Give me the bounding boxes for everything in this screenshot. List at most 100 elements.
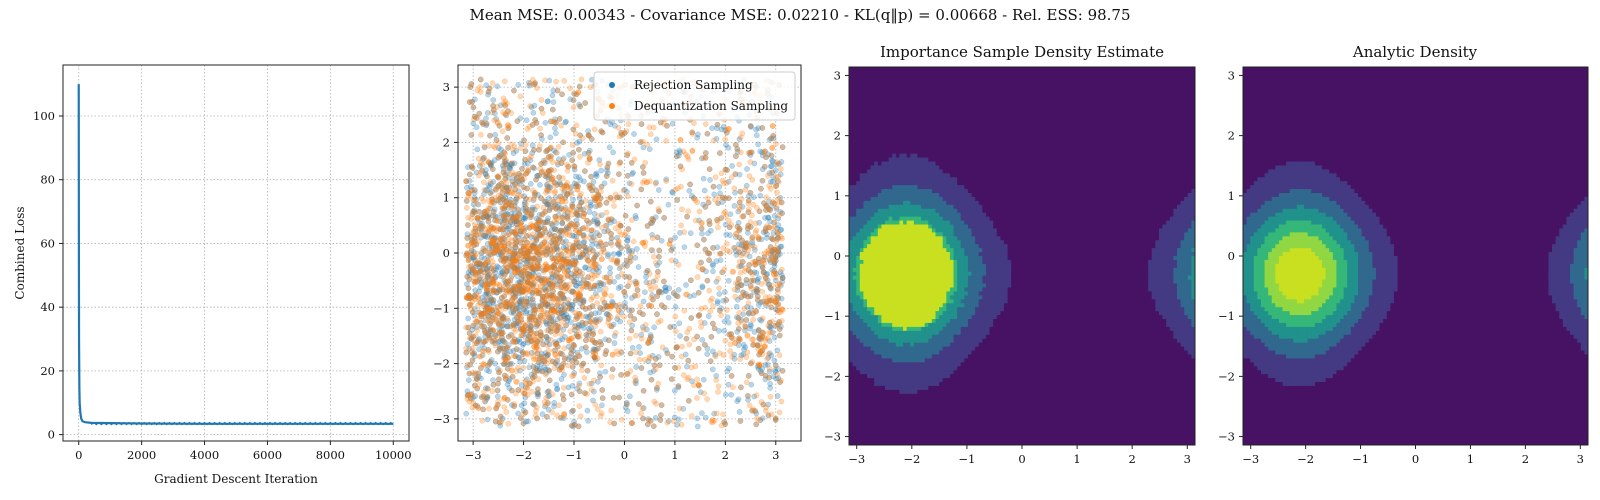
scatter-point <box>772 362 779 369</box>
scatter-point <box>624 172 631 179</box>
scatter-point <box>505 323 512 330</box>
scatter-point <box>737 281 744 288</box>
scatter-point <box>488 181 494 187</box>
scatter-point <box>550 264 557 270</box>
scatter-point <box>476 163 483 169</box>
scatter-point <box>520 184 527 191</box>
scatter-point <box>768 163 775 169</box>
scatter-point <box>513 320 520 327</box>
scatter-point <box>554 302 561 309</box>
scatter-point <box>540 267 546 274</box>
scatter-point <box>640 311 646 318</box>
scatter-point <box>558 277 564 284</box>
scatter-point <box>554 246 561 253</box>
scatter-point <box>743 317 750 323</box>
scatter-point <box>546 341 553 348</box>
scatter-point <box>481 345 488 352</box>
scatter-point <box>582 198 589 204</box>
scatter-point <box>544 413 550 420</box>
scatter-point <box>535 320 542 327</box>
scatter-point <box>487 326 494 333</box>
scatter-point <box>574 333 581 340</box>
scatter-point <box>755 275 762 282</box>
scatter-point <box>602 336 609 343</box>
scatter-point <box>739 250 746 257</box>
scatter-point <box>476 346 482 352</box>
scatter-point <box>501 236 508 243</box>
scatter-point <box>701 236 707 243</box>
scatter-point <box>710 303 716 309</box>
scatter-point <box>756 335 763 341</box>
scatter-point <box>485 312 491 319</box>
scatter-point <box>753 392 760 399</box>
scatter-point <box>490 97 497 103</box>
scatter-point <box>656 259 663 266</box>
scatter-point <box>615 273 621 280</box>
scatter-point <box>778 243 785 250</box>
scatter-point <box>715 389 721 395</box>
scatter-point <box>554 226 560 233</box>
scatter-point <box>483 394 490 401</box>
scatter-point <box>468 263 474 269</box>
scatter-point <box>571 370 578 376</box>
scatter-point <box>716 328 722 334</box>
scatter-point <box>552 130 559 137</box>
scatter-point <box>485 291 492 297</box>
scatter-point <box>534 363 541 370</box>
scatter-point <box>492 131 498 138</box>
scatter-point <box>537 303 544 310</box>
scatter-point <box>524 351 531 358</box>
scatter-point <box>734 145 741 152</box>
scatter-point <box>522 157 528 163</box>
scatter-point <box>763 194 770 201</box>
scatter-point <box>579 251 586 258</box>
scatter-point <box>633 246 640 252</box>
scatter-point <box>476 288 482 295</box>
scatter-point <box>647 369 654 376</box>
scatter-point <box>497 343 503 350</box>
scatter-point <box>773 140 779 147</box>
scatter-point <box>656 362 663 369</box>
scatter-point <box>499 415 506 422</box>
scatter-point <box>500 169 507 176</box>
scatter-point <box>638 332 645 338</box>
scatter-point <box>740 212 747 219</box>
scatter-point <box>510 251 517 258</box>
scatter-point <box>650 217 657 223</box>
scatter-point <box>612 330 619 336</box>
scatter-point <box>515 305 521 311</box>
scatter-point <box>762 148 768 155</box>
scatter-point <box>577 132 584 139</box>
scatter-point <box>490 377 496 383</box>
scatter-point <box>494 309 500 315</box>
scatter-point <box>479 281 486 288</box>
scatter-point <box>731 245 738 251</box>
scatter-point <box>590 346 597 353</box>
scatter-point <box>742 186 749 193</box>
scatter-point <box>502 213 509 219</box>
scatter-point <box>518 176 525 183</box>
scatter-point <box>515 191 522 198</box>
scatter-point <box>661 215 667 221</box>
scatter-point <box>567 354 573 360</box>
scatter-point <box>538 360 545 367</box>
scatter-point <box>529 206 536 213</box>
scatter-point <box>773 375 779 382</box>
scatter-point <box>768 304 775 311</box>
scatter-point <box>504 350 510 357</box>
scatter-point <box>727 232 733 238</box>
scatter-point <box>522 323 529 329</box>
scatter-point <box>592 356 599 363</box>
x-tick-label: 0 <box>75 448 82 462</box>
scatter-point <box>476 336 483 342</box>
scatter-point <box>752 408 758 414</box>
scatter-point <box>702 154 709 161</box>
scatter-point <box>585 128 591 134</box>
scatter-point <box>608 239 614 246</box>
scatter-point <box>542 301 549 308</box>
scatter-point <box>646 280 653 286</box>
scatter-point <box>632 292 638 299</box>
scatter-point <box>479 352 486 359</box>
scatter-point <box>533 330 540 337</box>
scatter-point <box>535 393 541 400</box>
